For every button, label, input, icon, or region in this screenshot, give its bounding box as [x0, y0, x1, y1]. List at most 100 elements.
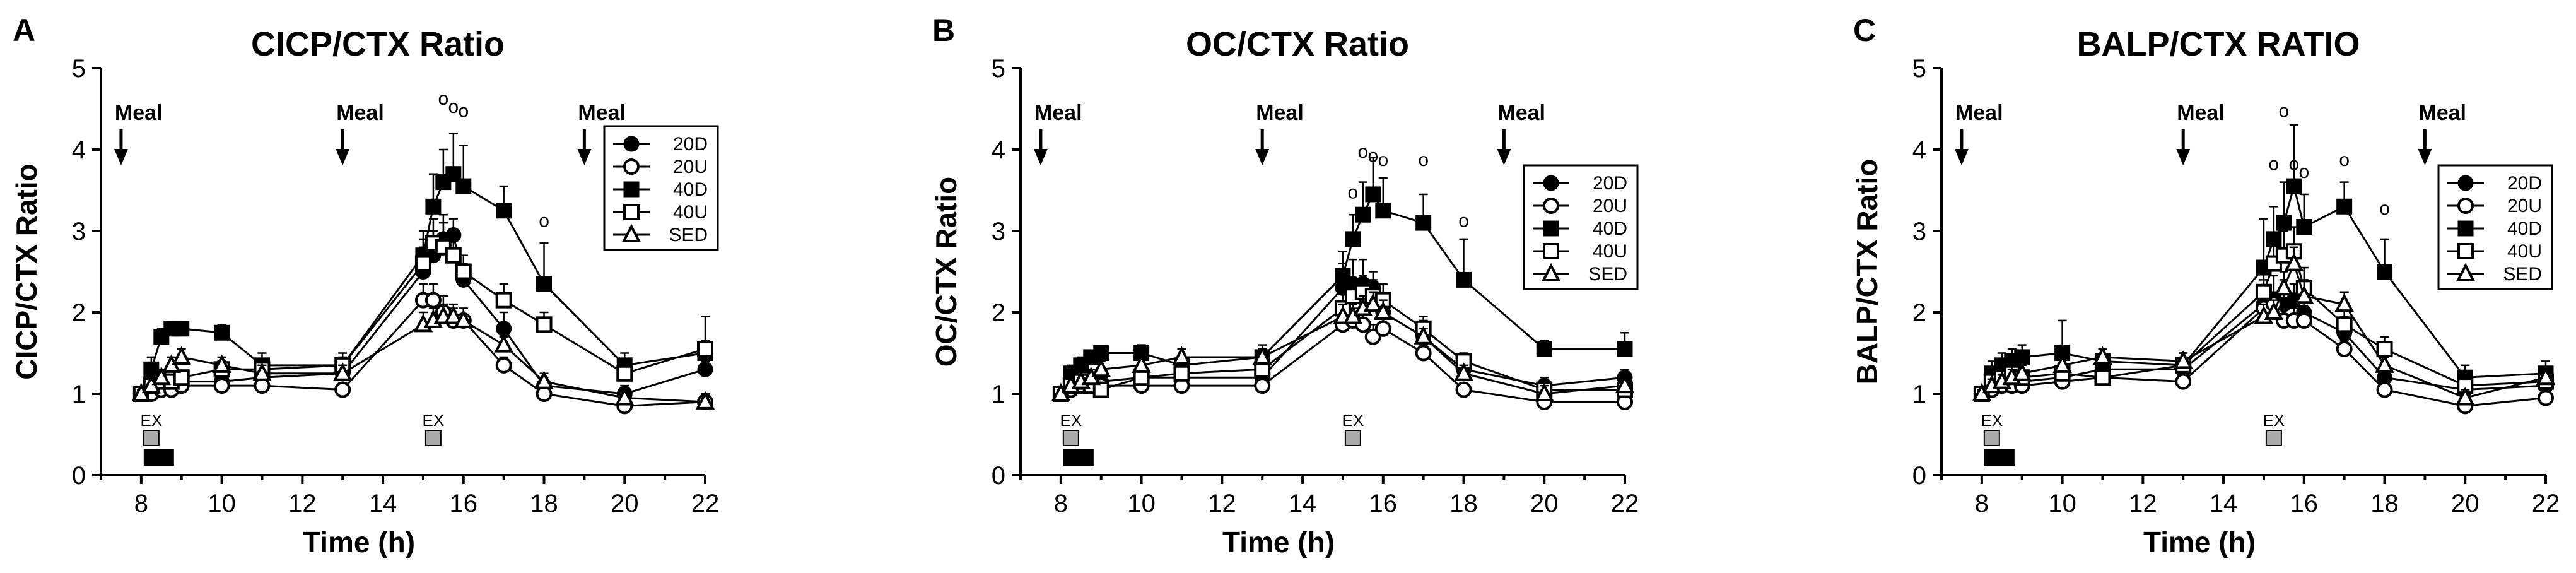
x-tick-label: 12	[1208, 490, 1236, 517]
ex-label: EX	[423, 411, 445, 430]
data-point	[1617, 341, 1633, 357]
data-point	[494, 334, 513, 353]
data-point	[614, 387, 635, 406]
data-point	[2376, 381, 2393, 398]
data-point	[536, 276, 553, 292]
x-tick-label: 14	[2210, 490, 2238, 517]
legend-marker	[2457, 175, 2474, 191]
meal-label: Meal	[2418, 101, 2466, 125]
data-point	[2094, 369, 2111, 386]
data-point	[1374, 320, 1391, 337]
data-point	[172, 346, 192, 365]
x-axis-label: Time (h)	[303, 526, 415, 558]
x-tick-label: 18	[1449, 490, 1478, 517]
meal-label: Meal	[2177, 101, 2225, 125]
legend-marker	[623, 204, 640, 220]
series-40d	[1053, 157, 1633, 402]
x-tick-label: 16	[2290, 490, 2319, 517]
data-point	[495, 292, 512, 309]
data-point	[1536, 341, 1552, 357]
data-point	[1355, 206, 1371, 223]
series-40u	[1052, 275, 1633, 402]
significance-marker: o	[1348, 182, 1359, 203]
data-point	[2286, 178, 2302, 194]
x-tick-label: 10	[1127, 490, 1156, 517]
x-tick-label: 12	[2129, 490, 2157, 517]
x-tick-label: 12	[288, 490, 317, 517]
series-sed	[1051, 291, 1635, 401]
y-tick-label: 3	[72, 218, 86, 245]
meal-arrow-head	[577, 149, 592, 165]
ex-duration-bar	[1063, 449, 1094, 466]
data-point	[2538, 389, 2554, 406]
significance-marker: o	[2288, 153, 2299, 174]
meal-annotation: Meal	[336, 101, 384, 165]
exercise-marker: EX	[1342, 411, 1364, 446]
legend-box	[2437, 164, 2553, 290]
x-tick-label: 20	[1530, 490, 1559, 517]
series-sed	[1972, 246, 2556, 406]
x-tick-label: 22	[691, 490, 720, 517]
data-point	[495, 357, 512, 374]
y-tick-label: 0	[72, 462, 86, 490]
panel-letter: B	[932, 13, 955, 48]
data-point	[2536, 366, 2556, 386]
data-point	[1335, 268, 1351, 284]
meal-annotation: Meal	[114, 101, 163, 165]
data-point	[173, 321, 190, 337]
meal-arrow-head	[1954, 149, 1969, 165]
meal-arrow-head	[1497, 149, 1511, 165]
legend-marker	[1543, 175, 1559, 191]
legend-marker	[621, 223, 641, 242]
data-point	[496, 321, 512, 337]
data-point	[2296, 219, 2312, 235]
ex-box	[1062, 430, 1079, 446]
x-tick-label: 20	[2451, 490, 2479, 517]
meal-annotation: Meal	[2418, 101, 2466, 165]
significance-marker: o	[2339, 150, 2350, 170]
legend-marker	[623, 181, 640, 198]
legend-marker	[623, 158, 640, 175]
legend-marker	[623, 136, 640, 152]
x-tick-label: 8	[134, 490, 148, 517]
meal-label: Meal	[1497, 101, 1545, 125]
data-point	[443, 305, 464, 324]
ex-label: EX	[1342, 411, 1364, 430]
data-point	[2294, 285, 2314, 304]
data-point	[2455, 387, 2475, 406]
meal-arrow-head	[1255, 149, 1270, 165]
data-point	[2012, 362, 2032, 381]
data-point	[616, 365, 633, 382]
data-point	[214, 324, 230, 341]
legend-marker	[1543, 220, 1559, 237]
chart-title: OC/CTX Ratio	[1186, 25, 1409, 63]
data-point	[1454, 362, 1473, 381]
y-tick-label: 4	[72, 136, 86, 164]
significance-marker: o	[1358, 141, 1369, 162]
data-point	[2336, 198, 2353, 215]
x-tick-label: 20	[611, 490, 639, 517]
data-point	[213, 377, 230, 394]
chart-title: BALP/CTX RATIO	[2077, 25, 2360, 63]
meal-arrow-head	[1033, 149, 1048, 165]
ex-label: EX	[1060, 411, 1082, 430]
data-point	[2173, 350, 2193, 369]
data-point	[334, 381, 351, 398]
legend-label: 20U	[673, 157, 708, 177]
meal-label: Meal	[115, 101, 163, 125]
data-point	[1254, 377, 1271, 394]
data-point	[1173, 365, 1190, 382]
x-tick-label: 10	[2048, 490, 2076, 517]
significance-marker: o	[438, 88, 449, 109]
legend-marker	[2456, 263, 2476, 281]
data-point	[445, 247, 462, 264]
x-tick-label: 22	[1611, 490, 1639, 517]
data-point	[2336, 341, 2353, 358]
y-tick-label: 2	[992, 299, 1005, 327]
exercise-marker: EX	[2263, 411, 2285, 446]
meal-annotation: Meal	[1954, 101, 2003, 165]
